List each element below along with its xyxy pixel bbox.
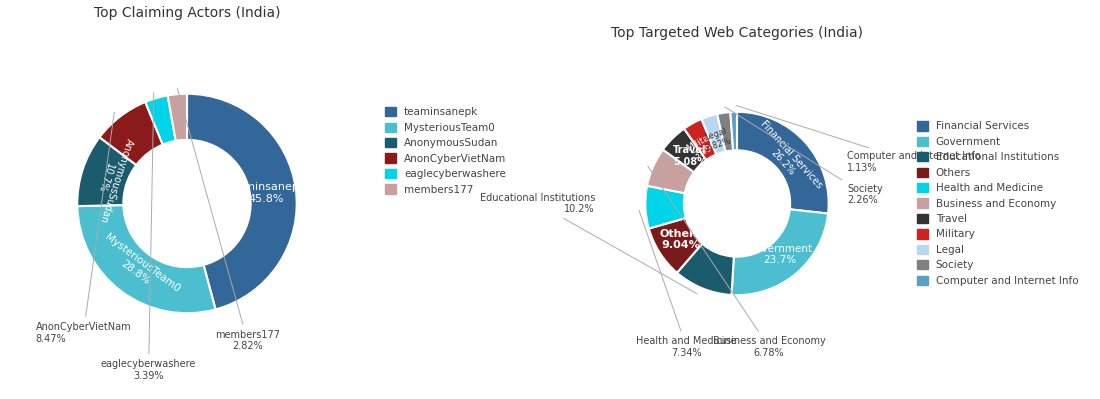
Text: AnonymousSudan
10.7%: AnonymousSudan 10.7%	[87, 134, 134, 224]
Wedge shape	[649, 218, 702, 273]
Text: MysteriousTeam0
28.8%: MysteriousTeam0 28.8%	[96, 232, 182, 304]
Text: Computer and Internet Info
1.13%: Computer and Internet Info 1.13%	[736, 105, 980, 173]
Wedge shape	[647, 150, 694, 193]
Text: members177
2.82%: members177 2.82%	[177, 88, 279, 351]
Wedge shape	[77, 137, 136, 206]
Text: Society
2.26%: Society 2.26%	[725, 107, 882, 205]
Wedge shape	[187, 94, 297, 310]
Wedge shape	[646, 186, 686, 229]
Text: Business and Economy
6.78%: Business and Economy 6.78%	[648, 166, 825, 358]
Wedge shape	[702, 114, 726, 154]
Text: Educational Institutions
10.2%: Educational Institutions 10.2%	[480, 193, 697, 294]
Wedge shape	[145, 95, 176, 144]
Text: Others
9.04%: Others 9.04%	[660, 229, 702, 250]
Text: Legal
2.82%: Legal 2.82%	[701, 126, 733, 153]
Wedge shape	[730, 112, 737, 150]
Text: teaminsanepk
45.8%: teaminsanepk 45.8%	[227, 182, 306, 204]
Text: AnonCyberVietNam
8.47%: AnonCyberVietNam 8.47%	[35, 113, 131, 344]
Wedge shape	[663, 128, 706, 172]
Title: Top Targeted Web Categories (India): Top Targeted Web Categories (India)	[610, 26, 864, 40]
Wedge shape	[717, 112, 733, 152]
Text: Military
3.39%: Military 3.39%	[685, 128, 724, 162]
Legend: teaminsanepk, MysteriousTeam0, AnonymousSudan, AnonCyberVietNam, eaglecyberwashe: teaminsanepk, MysteriousTeam0, Anonymous…	[385, 107, 506, 195]
Wedge shape	[99, 102, 163, 165]
Wedge shape	[737, 112, 828, 213]
Wedge shape	[77, 205, 216, 313]
Text: eaglecyberwashere
3.39%: eaglecyberwashere 3.39%	[101, 93, 196, 381]
Text: Financial Services
26.2%: Financial Services 26.2%	[750, 119, 824, 199]
Wedge shape	[732, 209, 828, 295]
Legend: Financial Services, Government, Educational Institutions, Others, Health and Med: Financial Services, Government, Educatio…	[917, 121, 1078, 286]
Wedge shape	[167, 94, 187, 141]
Wedge shape	[684, 119, 716, 160]
Text: Travel
5.08%: Travel 5.08%	[673, 145, 707, 167]
Text: Health and Medicine
7.34%: Health and Medicine 7.34%	[636, 210, 737, 358]
Wedge shape	[676, 244, 734, 295]
Text: Government
23.7%: Government 23.7%	[748, 244, 813, 265]
Title: Top Claiming Actors (India): Top Claiming Actors (India)	[94, 6, 280, 20]
